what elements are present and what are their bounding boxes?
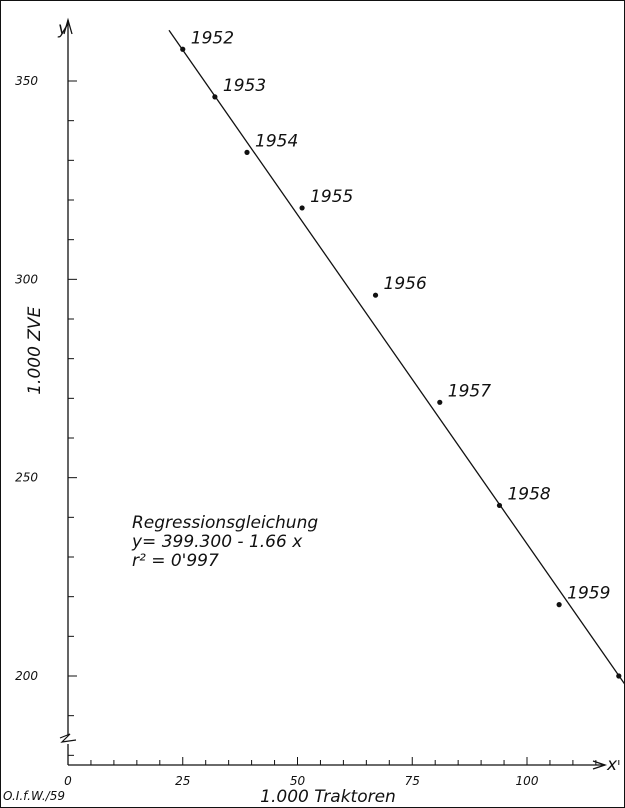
data-point [212, 94, 218, 100]
data-point [244, 149, 250, 155]
regression-line [168, 29, 625, 686]
x-tick-label: 25 [175, 774, 190, 788]
x-tick-label: 100 [516, 774, 539, 788]
annotation-equation: y= 399.300 - 1.66 x [132, 532, 303, 552]
data-point [556, 602, 562, 608]
axis-labels: y x 1.000 Traktoren 1.000 ZVE [25, 19, 618, 807]
y-tick-label: 200 [15, 669, 38, 683]
data-point [437, 399, 443, 405]
data-point [616, 673, 622, 679]
annotation-r-squared: r² = 0'997 [132, 551, 219, 571]
data-point-label: 1953 [223, 76, 266, 96]
data-point-label: 1954 [255, 131, 298, 151]
credit-text: O.I.f.W./59 [3, 789, 65, 803]
data-point-label: 1956 [384, 274, 427, 294]
data-point [496, 502, 503, 509]
y-tick-label: 300 [15, 272, 38, 286]
data-point-label: 1955 [310, 187, 353, 207]
y-axis-title: 1.000 ZVE [25, 306, 45, 394]
y-axis-break-mark [59, 733, 77, 743]
y-tick-label: 350 [15, 74, 38, 88]
data-point-label: 1952 [191, 28, 234, 48]
data-point [299, 205, 305, 211]
axes [59, 17, 608, 770]
x-tick-label: 75 [405, 774, 420, 788]
y-tick-label: 250 [15, 471, 38, 485]
x-axis-title: 1.000 Traktoren [260, 787, 396, 807]
x-axis-letter: x [606, 755, 618, 775]
data-point-label: 1959 [567, 584, 610, 604]
ticks: 0255075100125200250300350 [15, 74, 620, 788]
y-axis-arrow [63, 17, 73, 35]
data-points: 1952195319541955195619571958195919601961 [180, 28, 622, 679]
x-tick-label: 0 [64, 774, 72, 788]
annotation-title: Regressionsgleichung [132, 513, 319, 533]
data-point [372, 292, 379, 298]
y-axis-letter: y [57, 19, 69, 39]
data-point-label: 1958 [507, 484, 550, 504]
data-point-label: 1957 [448, 381, 491, 401]
x-tick-label: 50 [290, 774, 306, 788]
data-point [180, 46, 186, 52]
x-axis-arrow [592, 760, 608, 770]
regression-line-group [168, 29, 625, 686]
regression-annotation: Regressionsgleichung y= 399.300 - 1.66 x… [132, 514, 318, 571]
